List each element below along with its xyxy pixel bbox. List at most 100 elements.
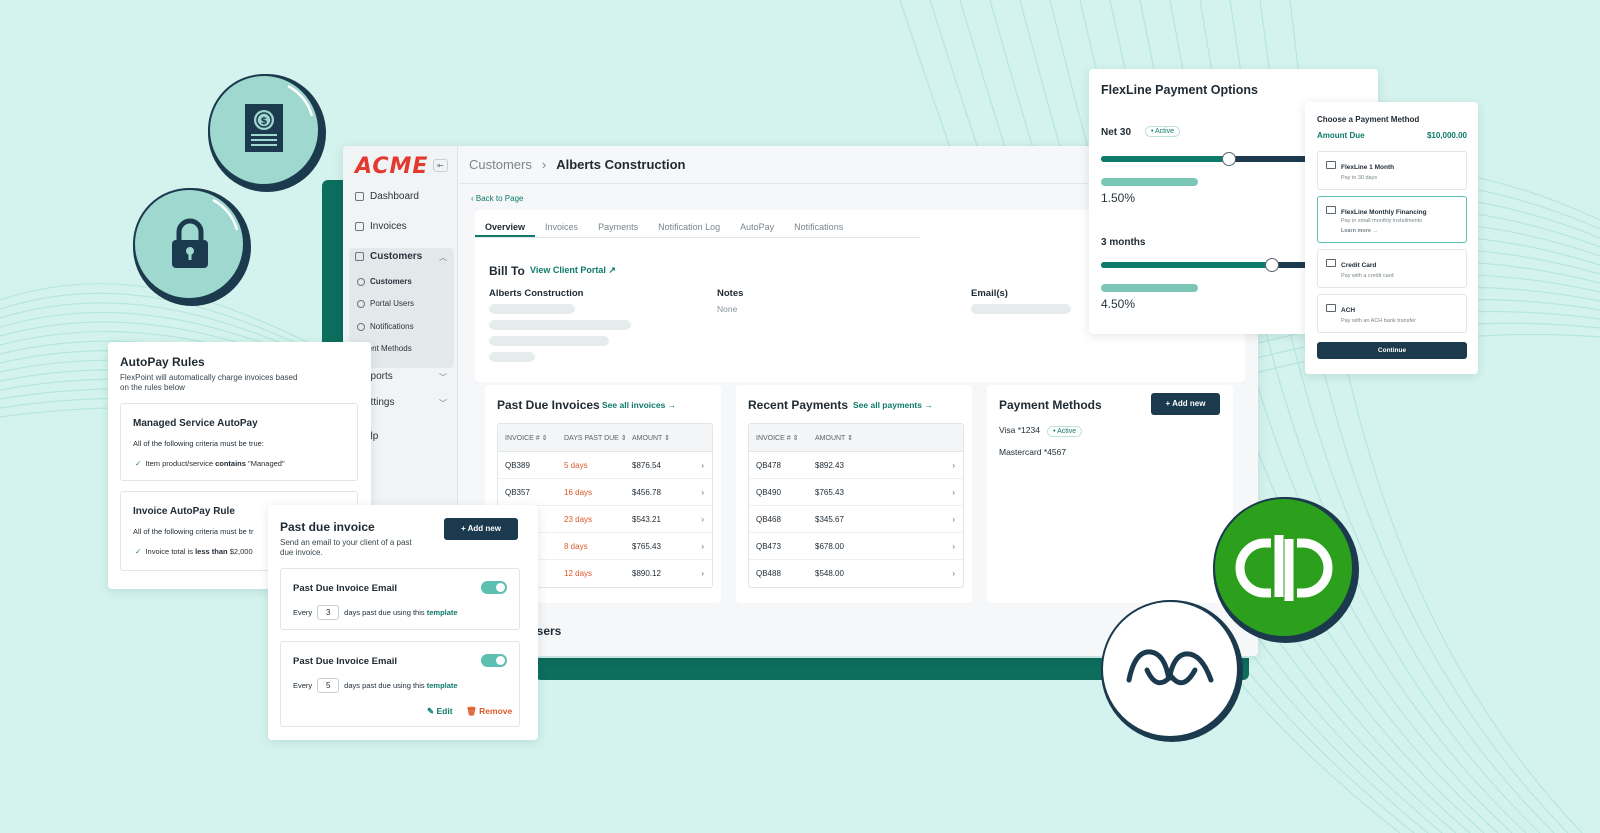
rule-title: Managed Service AutoPay <box>133 418 258 429</box>
col-invoice[interactable]: INVOICE # ⇕ <box>505 435 548 442</box>
table-row[interactable]: 12 days $890.12 › <box>564 569 704 578</box>
see-all-payments-link[interactable]: See all payments → <box>853 400 933 410</box>
sidebar-sub-customers[interactable]: Customers <box>357 277 412 286</box>
email-rule-toggle[interactable] <box>481 654 507 667</box>
tab-notifications[interactable]: Notifications <box>794 222 844 232</box>
email-rule-title: Past Due Invoice Email <box>293 583 398 594</box>
amount-due-label: Amount Due <box>1317 131 1365 140</box>
past-due-card-desc-2: due invoice. <box>280 548 323 557</box>
padlock-icon <box>133 188 251 306</box>
months-slider[interactable] <box>1101 258 1378 272</box>
col-invoice[interactable]: INVOICE # ⇕ <box>756 435 799 442</box>
past-due-card-desc: Send an email to your client of a past <box>280 538 412 547</box>
chevron-down-icon[interactable]: ﹀ <box>439 399 447 408</box>
net30-status-badge: • Active <box>1145 126 1181 137</box>
table-row[interactable]: QB357 16 days $456.78 › <box>498 479 712 506</box>
visa-card[interactable]: Visa *1234 • Active <box>999 425 1083 437</box>
autopay-rule-managed[interactable]: Managed Service AutoPay All of the follo… <box>120 403 358 481</box>
chevron-up-icon[interactable]: ︿ <box>439 253 447 262</box>
option-credit-card[interactable]: Credit Card Pay with a credit card <box>1317 249 1467 288</box>
chevron-right-icon: › <box>952 542 955 551</box>
table-row[interactable]: QB468 $345.67 › <box>749 506 963 533</box>
table-row[interactable]: QB389 5 days $876.54 › <box>498 452 712 479</box>
tab-overview[interactable]: Overview <box>475 210 536 237</box>
tab-notification-log[interactable]: Notification Log <box>658 222 721 232</box>
calendar-icon <box>1326 161 1336 169</box>
remove-button[interactable]: 🗑 Remove <box>466 706 513 716</box>
sidebar-sub-portal-users[interactable]: Portal Users <box>357 299 414 308</box>
app-accent-bar-bottom <box>535 658 1249 680</box>
chevron-right-icon: › <box>701 515 704 524</box>
learn-more-link[interactable]: Learn more → <box>1341 228 1378 234</box>
flexline-title: FlexLine Payment Options <box>1101 83 1258 97</box>
sidebar-item-help[interactable]: elp <box>365 431 379 442</box>
table-row[interactable]: QB478 $892.43 › <box>749 452 963 479</box>
past-due-email-rule: Past Due Invoice Email Every 3 days past d… <box>280 568 520 630</box>
sidebar-item-reports[interactable]: eports <box>365 371 393 382</box>
past-due-card-title: Past due invoice <box>280 520 375 534</box>
back-link[interactable]: ‹ Back to Page <box>471 194 524 203</box>
acme-logo: ACME <box>355 154 429 179</box>
tab-invoices[interactable]: Invoices <box>545 222 579 232</box>
days-input[interactable]: 5 <box>317 678 340 693</box>
sidebar-item-settings[interactable]: ettings <box>365 397 395 408</box>
option-flexline-1-month[interactable]: FlexLine 1 Month Pay in 30 days <box>1317 151 1467 190</box>
template-link[interactable]: template <box>426 608 458 617</box>
emails-label: Email(s) <box>971 288 1008 299</box>
chevron-right-icon: › <box>952 461 955 470</box>
sidebar-sub-notifications[interactable]: Notifications <box>357 322 414 331</box>
tab-autopay[interactable]: AutoPay <box>740 222 775 232</box>
days-input[interactable]: 3 <box>317 605 340 620</box>
sidebar-item-customers[interactable]: Customers <box>355 251 422 262</box>
mastercard-card[interactable]: Mastercard *4567 <box>999 447 1067 457</box>
breadcrumb-separator: › <box>541 157 547 172</box>
past-due-invoice-card: Past due invoice Send an email to your c… <box>268 505 538 740</box>
see-all-invoices-link[interactable]: See all invoices → <box>602 400 677 410</box>
past-due-table: INVOICE # ⇕ DAYS PAST DUE ⇕ AMOUNT ⇕ QB3… <box>497 423 713 588</box>
option-flexline-monthly-financing[interactable]: FlexLine Monthly Financing Pay in small m… <box>1317 196 1467 243</box>
edit-button[interactable]: ✎ Edit <box>427 706 453 716</box>
sidebar-item-invoices[interactable]: Invoices <box>355 221 407 232</box>
chevron-down-icon[interactable]: ﹀ <box>439 373 447 382</box>
table-row[interactable]: 23 days $543.21 › <box>498 506 712 533</box>
net30-slider[interactable] <box>1101 152 1378 166</box>
collapse-sidebar-icon[interactable]: ⇤ <box>433 159 448 172</box>
chevron-right-icon: › <box>701 461 704 470</box>
financing-icon <box>1326 206 1336 214</box>
breadcrumb: Customers › Alberts Construction <box>469 157 686 172</box>
view-client-portal-link[interactable]: View Client Portal ↗ <box>530 265 616 275</box>
email-rule-schedule: Every 3 days past due using this template <box>293 605 458 620</box>
table-row[interactable]: 8 days $765.43 › <box>498 533 712 560</box>
breadcrumb-parent[interactable]: Customers <box>469 157 532 172</box>
add-payment-method-button[interactable]: + Add new <box>1151 393 1220 415</box>
sidebar-item-dashboard[interactable]: Dashboard <box>355 191 419 202</box>
tab-payments[interactable]: Payments <box>598 222 639 232</box>
chevron-right-icon: › <box>701 569 704 578</box>
option-ach[interactable]: ACH Pay with an ACH bank transfer <box>1317 294 1467 333</box>
slider-handle[interactable] <box>1265 258 1279 272</box>
breadcrumb-current: Alberts Construction <box>556 157 686 172</box>
net30-label: Net 30 <box>1101 127 1132 138</box>
template-link[interactable]: template <box>426 681 458 690</box>
grid-icon <box>355 192 364 201</box>
skeleton-line <box>489 336 609 346</box>
continue-button[interactable]: Continue <box>1317 342 1467 359</box>
slider-handle[interactable] <box>1222 152 1236 166</box>
col-amount[interactable]: AMOUNT ⇕ <box>815 435 854 442</box>
table-row[interactable]: QB473 $678.00 › <box>749 533 963 560</box>
table-row[interactable]: QB488 $548.00 › <box>756 569 955 578</box>
add-new-email-button[interactable]: + Add new <box>444 518 518 540</box>
chevron-right-icon: › <box>952 569 955 578</box>
quickbooks-logo-icon <box>1213 497 1359 643</box>
status-badge: • Active <box>1047 426 1083 437</box>
email-rule-toggle[interactable] <box>481 581 507 594</box>
net30-rate-bar <box>1101 178 1198 186</box>
col-days[interactable]: DAYS PAST DUE ⇕ <box>564 435 627 442</box>
invoice-dollar-icon: $ <box>208 74 326 192</box>
col-amount[interactable]: AMOUNT ⇕ <box>632 435 671 442</box>
sidebar-sub-payment-methods[interactable]: yment Methods <box>357 344 412 353</box>
rule-condition: ✓ Item product/service contains "Managed… <box>135 459 285 468</box>
svg-text:$: $ <box>261 116 268 127</box>
document-icon <box>355 222 364 231</box>
table-row[interactable]: QB490 $765.43 › <box>749 479 963 506</box>
